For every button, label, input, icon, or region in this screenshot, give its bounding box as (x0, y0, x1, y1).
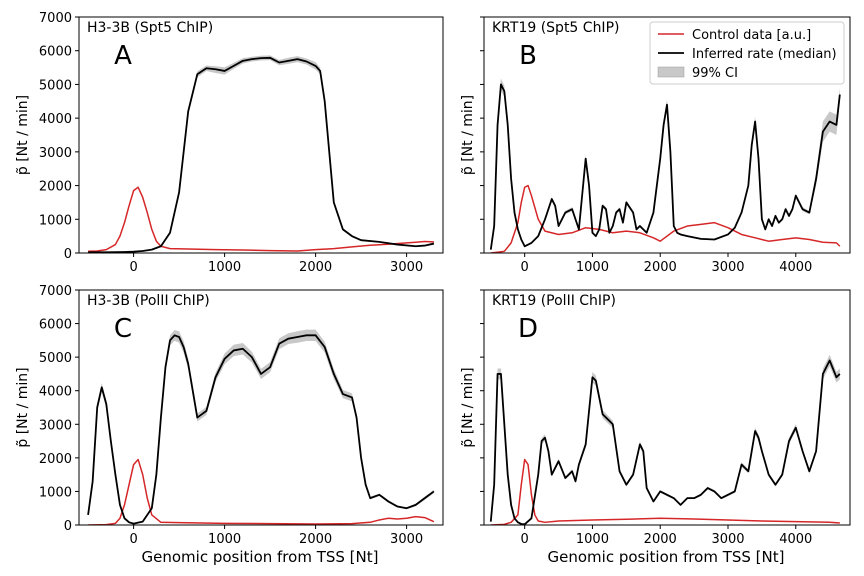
axes-frame-b (483, 16, 851, 254)
plot-area-a (88, 55, 435, 253)
panel-c: 0 1000 2000 3000 4000 5000 6000 7000 0 1000 2000 30… (15, 284, 444, 547)
y-axis-label-d: p̃ [Nt / min] (460, 367, 476, 447)
plot-area-c (87, 329, 435, 525)
y-tick-label-a-4: 4000 (39, 112, 72, 127)
x-tick-label-b-0: 0 (521, 260, 529, 275)
control-line-a (88, 186, 434, 253)
y-tick-label-a-3: 3000 (39, 146, 72, 161)
x-tick-label-b-4: 4000 (779, 260, 812, 275)
x-tick-label-a-0: 0 (129, 260, 137, 275)
y-axis-label-c: p̃ [Nt / min] (15, 367, 31, 447)
x-tick-label-c-0: 0 (129, 532, 137, 547)
axes-frame-d (483, 289, 851, 526)
y-tick-label-c-3: 3000 (39, 418, 72, 433)
panel-title-a: H3-3B (Spt5 ChIP) (87, 20, 213, 36)
y-tick-label-a-0: 0 (64, 247, 72, 262)
plot-area-d (489, 354, 841, 525)
y-tick-label-a-2: 2000 (39, 180, 72, 195)
y-tick-label-c-0: 0 (64, 519, 72, 534)
x-tick-label-c-3: 3000 (390, 532, 423, 547)
y-tick-label-c-6: 6000 (39, 318, 72, 333)
control-line-d (490, 458, 840, 525)
legend-control-label: Control data [a.u.] (692, 28, 811, 43)
legend-frame (649, 21, 845, 85)
panel-letter-a: A (114, 41, 132, 71)
x-tick-label-c-1: 1000 (208, 532, 241, 547)
x-axis-label-right: Genomic position from TSS [Nt] (548, 548, 785, 566)
plot-area-b (489, 78, 841, 253)
legend-median-label: Inferred rate (median) (692, 47, 837, 62)
y-axis-label-b: p̃ [Nt / min] (460, 95, 476, 175)
y-tick-label-c-1: 1000 (39, 485, 72, 500)
x-tick-label-b-1: 1000 (576, 260, 609, 275)
y-tick-label-a-6: 6000 (39, 45, 72, 60)
panel-d: 0 1000 2000 3000 4000 p̃ [Nt / min] KRT19 (Pol… (460, 289, 851, 547)
panel-letter-d: D (518, 314, 538, 344)
y-tick-label-c-5: 5000 (39, 351, 72, 366)
x-tick-label-a-1: 1000 (208, 260, 241, 275)
x-tick-label-d-3: 3000 (711, 532, 744, 547)
x-tick-label-b-2: 2000 (644, 260, 677, 275)
control-line-b (490, 184, 841, 253)
x-tick-label-a-3: 3000 (390, 260, 423, 275)
y-tick-label-c-2: 2000 (39, 452, 72, 467)
x-tick-label-d-0: 0 (521, 532, 529, 547)
panel-a: 0 1000 2000 3000 4000 5000 6000 7000 0 1000 2000 30… (15, 11, 444, 275)
y-tick-label-a-5: 5000 (39, 78, 72, 93)
x-tick-label-a-2: 2000 (299, 260, 332, 275)
panel-title-c: H3-3B (PolII ChIP) (87, 293, 210, 309)
control-line-c (88, 458, 435, 525)
median-line-d (489, 359, 841, 525)
panels: 0 1000 2000 3000 4000 5000 6000 7000 0 1000 2000 30… (15, 11, 851, 547)
legend: Control data [a.u.] Inferred rate (media… (649, 21, 845, 85)
y-axis-label-a: p̃ [Nt / min] (15, 95, 31, 175)
x-tick-label-c-2: 2000 (299, 532, 332, 547)
legend-ci-swatch (657, 66, 685, 78)
median-line-c (87, 334, 435, 525)
y-tick-label-a-1: 1000 (39, 213, 72, 228)
x-tick-label-d-2: 2000 (644, 532, 677, 547)
panel-b: 0 1000 2000 3000 4000 p̃ [Nt / min] KRT19 (Spt… (460, 16, 851, 275)
y-tick-label-a-7: 7000 (39, 11, 72, 26)
median-line-a (88, 56, 435, 253)
panel-title-b: KRT19 (Spt5 ChIP) (492, 20, 619, 36)
x-tick-label-d-4: 4000 (779, 532, 812, 547)
legend-ci-label: 99% CI (692, 66, 738, 81)
x-tick-label-d-1: 1000 (576, 532, 609, 547)
axes-frame-c (78, 289, 444, 526)
y-tick-label-c-7: 7000 (39, 284, 72, 299)
panel-letter-c: C (114, 314, 132, 344)
y-tick-label-c-4: 4000 (39, 385, 72, 400)
median-line-b (489, 83, 841, 250)
x-tick-label-b-3: 3000 (711, 260, 744, 275)
panel-title-d: KRT19 (PolII ChIP) (492, 293, 616, 309)
panel-letter-b: B (519, 41, 537, 71)
x-axis-label-left: Genomic position from TSS [Nt] (142, 548, 379, 566)
axes-frame-a (78, 16, 444, 254)
